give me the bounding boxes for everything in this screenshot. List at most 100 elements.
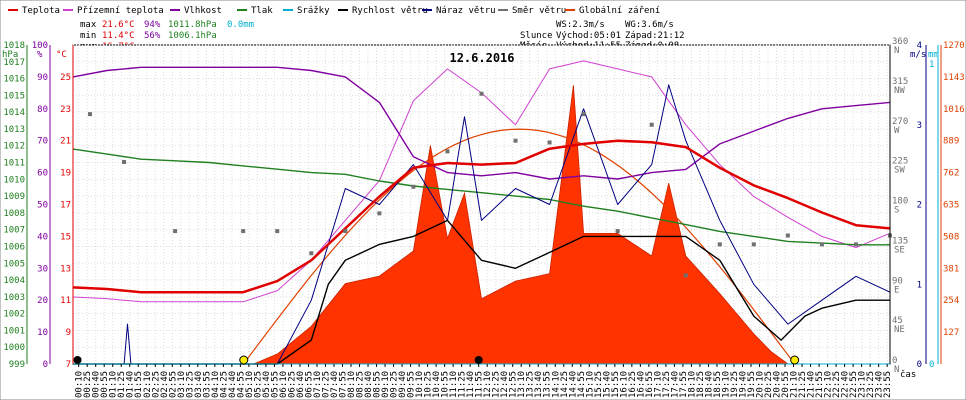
x-tick-label: 17:40 xyxy=(670,371,680,398)
x-tick-label: 20:10 xyxy=(756,371,766,398)
x-tick-label: 20:25 xyxy=(764,371,774,398)
tick-pct: 40 xyxy=(37,232,48,242)
tick-hpa: 1007 xyxy=(3,226,25,236)
wind-direction-point xyxy=(377,211,382,216)
x-tick-label: 23:40 xyxy=(875,371,885,398)
x-tick-label: 09:10 xyxy=(381,371,391,398)
tick-dir-letter: SE xyxy=(894,245,905,255)
x-axis-label: čas xyxy=(900,369,916,380)
x-tick-label: 14:10 xyxy=(551,371,561,398)
tick-ms: 2 xyxy=(917,201,922,211)
x-tick-label: 02:55 xyxy=(168,371,178,398)
x-tick-label: 02:25 xyxy=(151,371,161,398)
tick-pct: 50 xyxy=(37,201,48,211)
x-tick-label: 23:25 xyxy=(866,371,876,398)
tick-dir: 225 xyxy=(892,157,908,167)
stat-min-hum: 56% xyxy=(144,31,161,41)
x-tick-label: 05:40 xyxy=(262,371,272,398)
tick-hpa: 1002 xyxy=(3,310,25,320)
legend: Teplota Přízemní teplota Vlhkost Tlak Srážky… xyxy=(8,6,660,16)
tick-dir: 0 xyxy=(892,356,897,366)
x-tick-label: 19:40 xyxy=(739,371,749,398)
tick-wm2: 1270 xyxy=(943,41,965,51)
x-tick-label: 16:55 xyxy=(645,371,655,398)
x-tick-label: 03:55 xyxy=(202,371,212,398)
x-tick-label: 08:10 xyxy=(347,371,357,398)
tick-hpa: 1006 xyxy=(3,242,25,252)
x-tick-label: 17:55 xyxy=(679,371,689,398)
x-tick-label: 12:10 xyxy=(483,371,493,398)
x-tick-label: 21:25 xyxy=(798,371,808,398)
x-tick-label: 19:10 xyxy=(722,371,732,398)
x-tick-label: 08:55 xyxy=(373,371,383,398)
x-tick-label: 08:25 xyxy=(356,371,366,398)
x-tick-label: 11:10 xyxy=(449,371,459,398)
x-tick-label: 04:40 xyxy=(228,371,238,398)
wind-direction-point xyxy=(717,242,722,247)
series-tlak xyxy=(72,148,890,246)
tick-wm2: 1016 xyxy=(943,105,965,115)
x-tick-label: 00:10 xyxy=(75,371,85,398)
wind-direction-point xyxy=(683,273,688,278)
x-tick-label: 20:40 xyxy=(773,371,783,398)
axes-layer: hPa9991000100110021003100410051006100710… xyxy=(2,37,965,398)
x-tick-label: 05:55 xyxy=(270,371,280,398)
sun-label: Slunce xyxy=(520,31,553,41)
tick-hpa: 1016 xyxy=(3,75,25,85)
x-tick-label: 16:25 xyxy=(628,371,638,398)
tick-hpa: 1005 xyxy=(3,259,25,269)
tick-degc: 11 xyxy=(60,296,71,306)
tick-dir-letter: N xyxy=(894,365,899,375)
x-tick-label: 11:25 xyxy=(458,371,468,398)
wind-direction-point xyxy=(173,229,178,234)
axis-unit-hpa: hPa xyxy=(2,50,18,60)
sun-set: Západ:21:12 xyxy=(625,31,685,41)
wind-wg: WG:3.6m/s xyxy=(625,20,674,30)
tick-degc: 15 xyxy=(60,232,71,242)
wind-direction-point xyxy=(819,242,824,247)
sun-rise: Východ:05:01 xyxy=(556,31,621,41)
x-tick-label: 04:10 xyxy=(211,371,221,398)
x-tick-label: 07:10 xyxy=(313,371,323,398)
x-tick-label: 12:25 xyxy=(492,371,502,398)
stat-max-rain: 0.0mm xyxy=(227,20,254,30)
tick-wm2: 762 xyxy=(943,169,959,179)
tick-wm2: 635 xyxy=(943,201,959,211)
x-tick-label: 10:10 xyxy=(415,371,425,398)
legend-label: Vlhkost xyxy=(184,6,222,16)
x-tick-label: 08:40 xyxy=(364,371,374,398)
tick-pct: 20 xyxy=(37,296,48,306)
tick-mm: 0 xyxy=(929,360,934,370)
tick-dir-letter: SW xyxy=(894,166,905,176)
tick-degc: 23 xyxy=(60,105,71,115)
x-tick-label: 00:25 xyxy=(83,371,93,398)
stat-max-press: 1011.8hPa xyxy=(168,20,217,30)
wind-direction-point xyxy=(88,112,93,117)
tick-hpa: 1000 xyxy=(3,343,25,353)
x-tick-label: 05:25 xyxy=(253,371,263,398)
x-tick-label: 01:40 xyxy=(126,371,136,398)
wind-direction-point xyxy=(513,138,518,143)
wind-direction-point xyxy=(343,229,348,234)
tick-dir-letter: E xyxy=(894,285,899,295)
x-tick-label: 06:55 xyxy=(305,371,315,398)
tick-dir: 270 xyxy=(892,117,908,127)
tick-hpa: 1008 xyxy=(3,209,25,219)
legend-label: Přízemní teplota xyxy=(77,6,164,16)
stat-min-label: min xyxy=(80,31,96,41)
x-tick-label: 03:40 xyxy=(194,371,204,398)
x-tick-label: 14:55 xyxy=(577,371,587,398)
legend-label: Směr větru xyxy=(512,6,566,16)
tick-dir: 45 xyxy=(892,316,903,326)
wind-direction-point xyxy=(309,251,314,256)
tick-dir-letter: W xyxy=(894,126,900,136)
x-tick-label: 02:40 xyxy=(160,371,170,398)
x-tick-label: 22:40 xyxy=(841,371,851,398)
tick-hpa: 1011 xyxy=(3,159,25,169)
tick-degc: 25 xyxy=(60,73,71,83)
tick-hpa: 1013 xyxy=(3,125,25,135)
x-tick-label: 01:25 xyxy=(117,371,127,398)
x-tick-label: 10:25 xyxy=(424,371,434,398)
x-tick-label: 13:55 xyxy=(543,371,553,398)
tick-ms: 0 xyxy=(917,360,922,370)
